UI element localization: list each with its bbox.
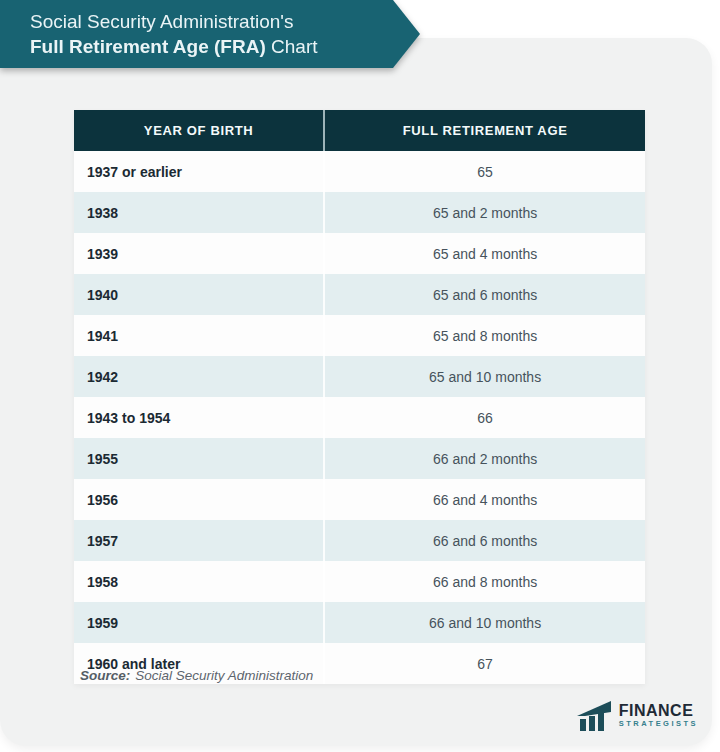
table-row: 193865 and 2 months xyxy=(74,192,645,233)
source-note: Source: Social Security Administration xyxy=(80,668,313,683)
finance-strategists-logo-icon xyxy=(577,700,613,731)
table-row: 194265 and 10 months xyxy=(74,356,645,397)
finance-strategists-logo-text: FINANCE STRATEGISTS xyxy=(619,703,698,728)
year-of-birth-cell: 1940 xyxy=(74,274,325,315)
year-of-birth-cell: 1956 xyxy=(74,479,325,520)
retirement-age-cell: 67 xyxy=(325,643,645,684)
table-row: 195666 and 4 months xyxy=(74,479,645,520)
table-row: 194165 and 8 months xyxy=(74,315,645,356)
year-of-birth-cell: 1958 xyxy=(74,561,325,602)
retirement-age-cell: 66 and 2 months xyxy=(325,438,645,479)
fra-table: YEAR OF BIRTH FULL RETIREMENT AGE 1937 o… xyxy=(74,110,645,684)
year-of-birth-cell: 1939 xyxy=(74,233,325,274)
page-title-line1: Social Security Administration's xyxy=(30,9,420,34)
table-row: 195566 and 2 months xyxy=(74,438,645,479)
title-banner: Social Security Administration's Full Re… xyxy=(0,0,420,68)
table-row: 195866 and 8 months xyxy=(74,561,645,602)
year-of-birth-cell: 1955 xyxy=(74,438,325,479)
fra-table-header: YEAR OF BIRTH FULL RETIREMENT AGE xyxy=(74,110,645,151)
retirement-age-cell: 66 and 8 months xyxy=(325,561,645,602)
finance-strategists-logo: FINANCE STRATEGISTS xyxy=(577,700,698,731)
table-row: 1943 to 195466 xyxy=(74,397,645,438)
header-row: YEAR OF BIRTH FULL RETIREMENT AGE xyxy=(74,110,645,151)
retirement-age-cell: 65 and 2 months xyxy=(325,192,645,233)
retirement-age-cell: 65 and 10 months xyxy=(325,356,645,397)
year-of-birth-cell: 1957 xyxy=(74,520,325,561)
page-title-bold: Full Retirement Age (FRA) xyxy=(30,36,266,57)
column-header-year-of-birth: YEAR OF BIRTH xyxy=(74,110,325,151)
table-row: 193965 and 4 months xyxy=(74,233,645,274)
retirement-age-cell: 65 and 8 months xyxy=(325,315,645,356)
source-text: Social Security Administration xyxy=(135,668,313,683)
retirement-age-cell: 66 and 10 months xyxy=(325,602,645,643)
page-title-line2: Full Retirement Age (FRA) Chart xyxy=(30,34,420,59)
column-header-full-retirement-age: FULL RETIREMENT AGE xyxy=(325,110,645,151)
table-row: 195966 and 10 months xyxy=(74,602,645,643)
logo-line-strategists: STRATEGISTS xyxy=(619,719,698,728)
logo-line-finance: FINANCE xyxy=(619,703,698,719)
source-label: Source: xyxy=(80,668,130,683)
table-row: 194065 and 6 months xyxy=(74,274,645,315)
retirement-age-cell: 66 and 4 months xyxy=(325,479,645,520)
title-banner-shape: Social Security Administration's Full Re… xyxy=(0,0,420,68)
fra-table-body: 1937 or earlier65193865 and 2 months1939… xyxy=(74,151,645,684)
page-title-regular: Chart xyxy=(266,36,318,57)
year-of-birth-cell: 1938 xyxy=(74,192,325,233)
retirement-age-cell: 65 and 6 months xyxy=(325,274,645,315)
year-of-birth-cell: 1943 to 1954 xyxy=(74,397,325,438)
table-row: 195766 and 6 months xyxy=(74,520,645,561)
year-of-birth-cell: 1941 xyxy=(74,315,325,356)
retirement-age-cell: 65 xyxy=(325,151,645,192)
retirement-age-cell: 66 xyxy=(325,397,645,438)
year-of-birth-cell: 1959 xyxy=(74,602,325,643)
year-of-birth-cell: 1942 xyxy=(74,356,325,397)
retirement-age-cell: 65 and 4 months xyxy=(325,233,645,274)
year-of-birth-cell: 1937 or earlier xyxy=(74,151,325,192)
table-row: 1937 or earlier65 xyxy=(74,151,645,192)
retirement-age-cell: 66 and 6 months xyxy=(325,520,645,561)
